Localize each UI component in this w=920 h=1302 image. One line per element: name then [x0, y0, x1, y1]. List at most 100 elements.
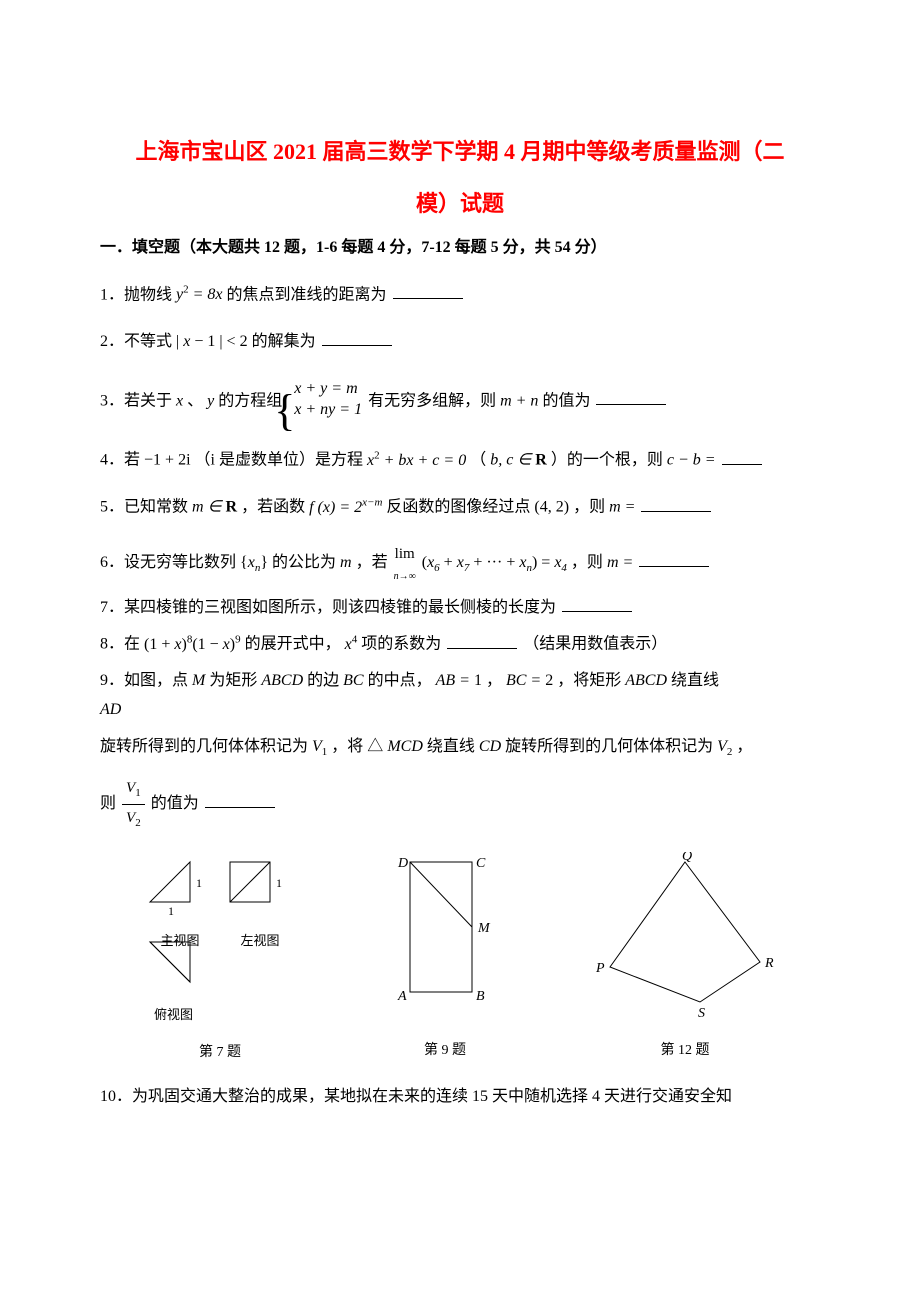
q2-text-a: 2．不等式: [100, 333, 176, 350]
q9-ABCD: ABCD: [261, 672, 303, 689]
q8-x4: x4: [345, 636, 358, 653]
question-2: 2．不等式 | x − 1 | < 2 的解集为: [100, 328, 820, 357]
q4-text-d: ）的一个根，则: [551, 452, 667, 469]
q4-text-a: 4．若: [100, 452, 144, 469]
lbl-C: C: [476, 856, 486, 871]
lbl-R: R: [764, 956, 774, 971]
question-4: 4．若 −1 + 2i （i 是虚数单位）是方程 x2 + bx + c = 0…: [100, 446, 820, 475]
q9-text-b: 为矩形: [209, 672, 261, 689]
q6-text-d: ，则: [571, 554, 607, 571]
question-9-end: 则 V1 V2 的值为: [100, 775, 820, 834]
q3-mn: m + n: [500, 392, 538, 409]
fig7-caption: 第 7 题: [140, 1040, 300, 1065]
q5-ans: m =: [609, 499, 635, 516]
lbl-B: B: [476, 989, 485, 1004]
q3-sys1: x + y = m: [294, 380, 357, 397]
q8-text-c: 项的系数为: [361, 636, 441, 653]
q3-text-e: 的值为: [542, 392, 590, 409]
blank: [322, 330, 392, 346]
title-line-2: 模）试题: [100, 182, 820, 226]
q9c-e: ，: [736, 738, 752, 755]
blank: [562, 596, 632, 612]
lbl-A: A: [397, 989, 407, 1004]
figure-12: Q R S P 第 12 题: [590, 852, 780, 1064]
q4-text-b: （i 是虚数单位）是方程: [195, 452, 367, 469]
q6-seq: {xn}: [240, 554, 268, 571]
q9c-a: 旋转所得到的几何体体积记为: [100, 738, 312, 755]
q6-limit: lim n→∞: [394, 541, 416, 586]
q6-text-a: 6．设无穷等比数列: [100, 554, 240, 571]
blank: [639, 551, 709, 567]
frac-num: V1: [122, 775, 145, 805]
q9-text-a: 9．如图，点: [100, 672, 192, 689]
q9-text-f: ，将矩形: [557, 672, 625, 689]
lbl-Q: Q: [682, 852, 692, 864]
q9e-b: 的值为: [151, 795, 199, 812]
q4-ans: c − b =: [667, 452, 716, 469]
figure-12-svg: Q R S P: [590, 852, 780, 1022]
q5-text-a: 5．已知常数: [100, 499, 192, 516]
q5-cond: m ∈ R: [192, 499, 237, 516]
blank: [641, 496, 711, 512]
q10-text-a: 10．为巩固交通大整治的成果，某地拟在未来的连续 15 天中随机选择 4 天进行…: [100, 1088, 732, 1105]
q9-V1: V1: [312, 738, 327, 755]
q4-num: −1 + 2i: [144, 452, 191, 469]
fig12-caption: 第 12 题: [590, 1038, 780, 1063]
q9-AB1: AB = 1: [436, 672, 482, 689]
question-1: 1．抛物线 y2 = 8x 的焦点到准线的距离为: [100, 281, 820, 310]
dim1c: 1: [276, 876, 282, 890]
q5-fn: f (x) = 2x−m: [309, 499, 382, 516]
lbl-P: P: [595, 961, 605, 976]
fig7-top-label: 俯视图: [154, 1007, 193, 1022]
q9c-b: ，将 △: [331, 738, 383, 755]
q9-AD: AD: [100, 701, 121, 718]
q8-expr: (1 + x)8(1 − x)9: [144, 636, 241, 653]
q6-m: m: [340, 554, 352, 571]
q4-text-c: （: [470, 452, 486, 469]
q9-text-c: 的边: [307, 672, 343, 689]
q2-text-b: 的解集为: [252, 333, 316, 350]
blank: [596, 389, 666, 405]
q9e-a: 则: [100, 795, 120, 812]
q8-text-b: 的展开式中，: [245, 636, 341, 653]
lbl-D: D: [397, 856, 408, 871]
question-5: 5．已知常数 m ∈ R ，若函数 f (x) = 2x−m 反函数的图像经过点…: [100, 493, 820, 522]
q9-BC: BC: [343, 672, 363, 689]
q9-text-d: 的中点，: [368, 672, 432, 689]
figure-7: 1 1 1 主视图 左视图 俯视图 第 7 题: [140, 852, 300, 1065]
q9c-c: 绕直线: [427, 738, 479, 755]
blank: [447, 633, 517, 649]
lbl-M: M: [477, 921, 491, 936]
q3-text-d: 有无穷多组解，则: [368, 392, 500, 409]
q9-MCD: MCD: [387, 738, 423, 755]
q9c-d: 旋转所得到的几何体体积记为: [505, 738, 717, 755]
q9-M: M: [192, 672, 205, 689]
question-9: 9．如图，点 M 为矩形 ABCD 的边 BC 的中点， AB = 1 ， BC…: [100, 667, 820, 725]
q6-ans: m =: [607, 554, 633, 571]
q9-V2: V2: [717, 738, 732, 755]
blank: [393, 283, 463, 299]
question-6: 6．设无穷等比数列 {xn} 的公比为 m ，若 lim n→∞ (x6 + x…: [100, 541, 820, 586]
q1-equation: y2 = 8x: [176, 286, 223, 303]
q9-BC2: BC = 2: [506, 672, 553, 689]
question-3: 3．若关于 x 、 y 的方程组 x + y = m x + ny = 1 有无…: [100, 375, 820, 429]
blank: [722, 449, 762, 465]
q5-text-c: 反函数的图像经过点: [386, 499, 534, 516]
q3-text-b: 、: [187, 392, 207, 409]
q8-text-a: 8．在: [100, 636, 144, 653]
section-1-header: 一．填空题（本大题共 12 题，1-6 每题 4 分，7-12 每题 5 分，共…: [100, 234, 820, 263]
q5-pt: (4, 2): [534, 499, 569, 516]
q5-text-d: ，则: [573, 499, 609, 516]
dim1b: 1: [168, 904, 174, 918]
q9-ABCD2: ABCD: [625, 672, 667, 689]
q1-text-a: 1．抛物线: [100, 286, 176, 303]
dim1: 1: [196, 876, 202, 890]
q6-text-b: 的公比为: [272, 554, 340, 571]
q8-text-d: （结果用数值表示）: [523, 636, 667, 653]
q3-x: x: [176, 392, 183, 409]
figure-9-svg: D C M A B: [380, 852, 510, 1022]
q3-text-a: 3．若关于: [100, 392, 176, 409]
fig7-left-label: 左视图: [240, 929, 279, 952]
question-9-cont: 旋转所得到的几何体体积记为 V1 ，将 △ MCD 绕直线 CD 旋转所得到的几…: [100, 733, 820, 763]
frac-den: V2: [122, 805, 145, 834]
